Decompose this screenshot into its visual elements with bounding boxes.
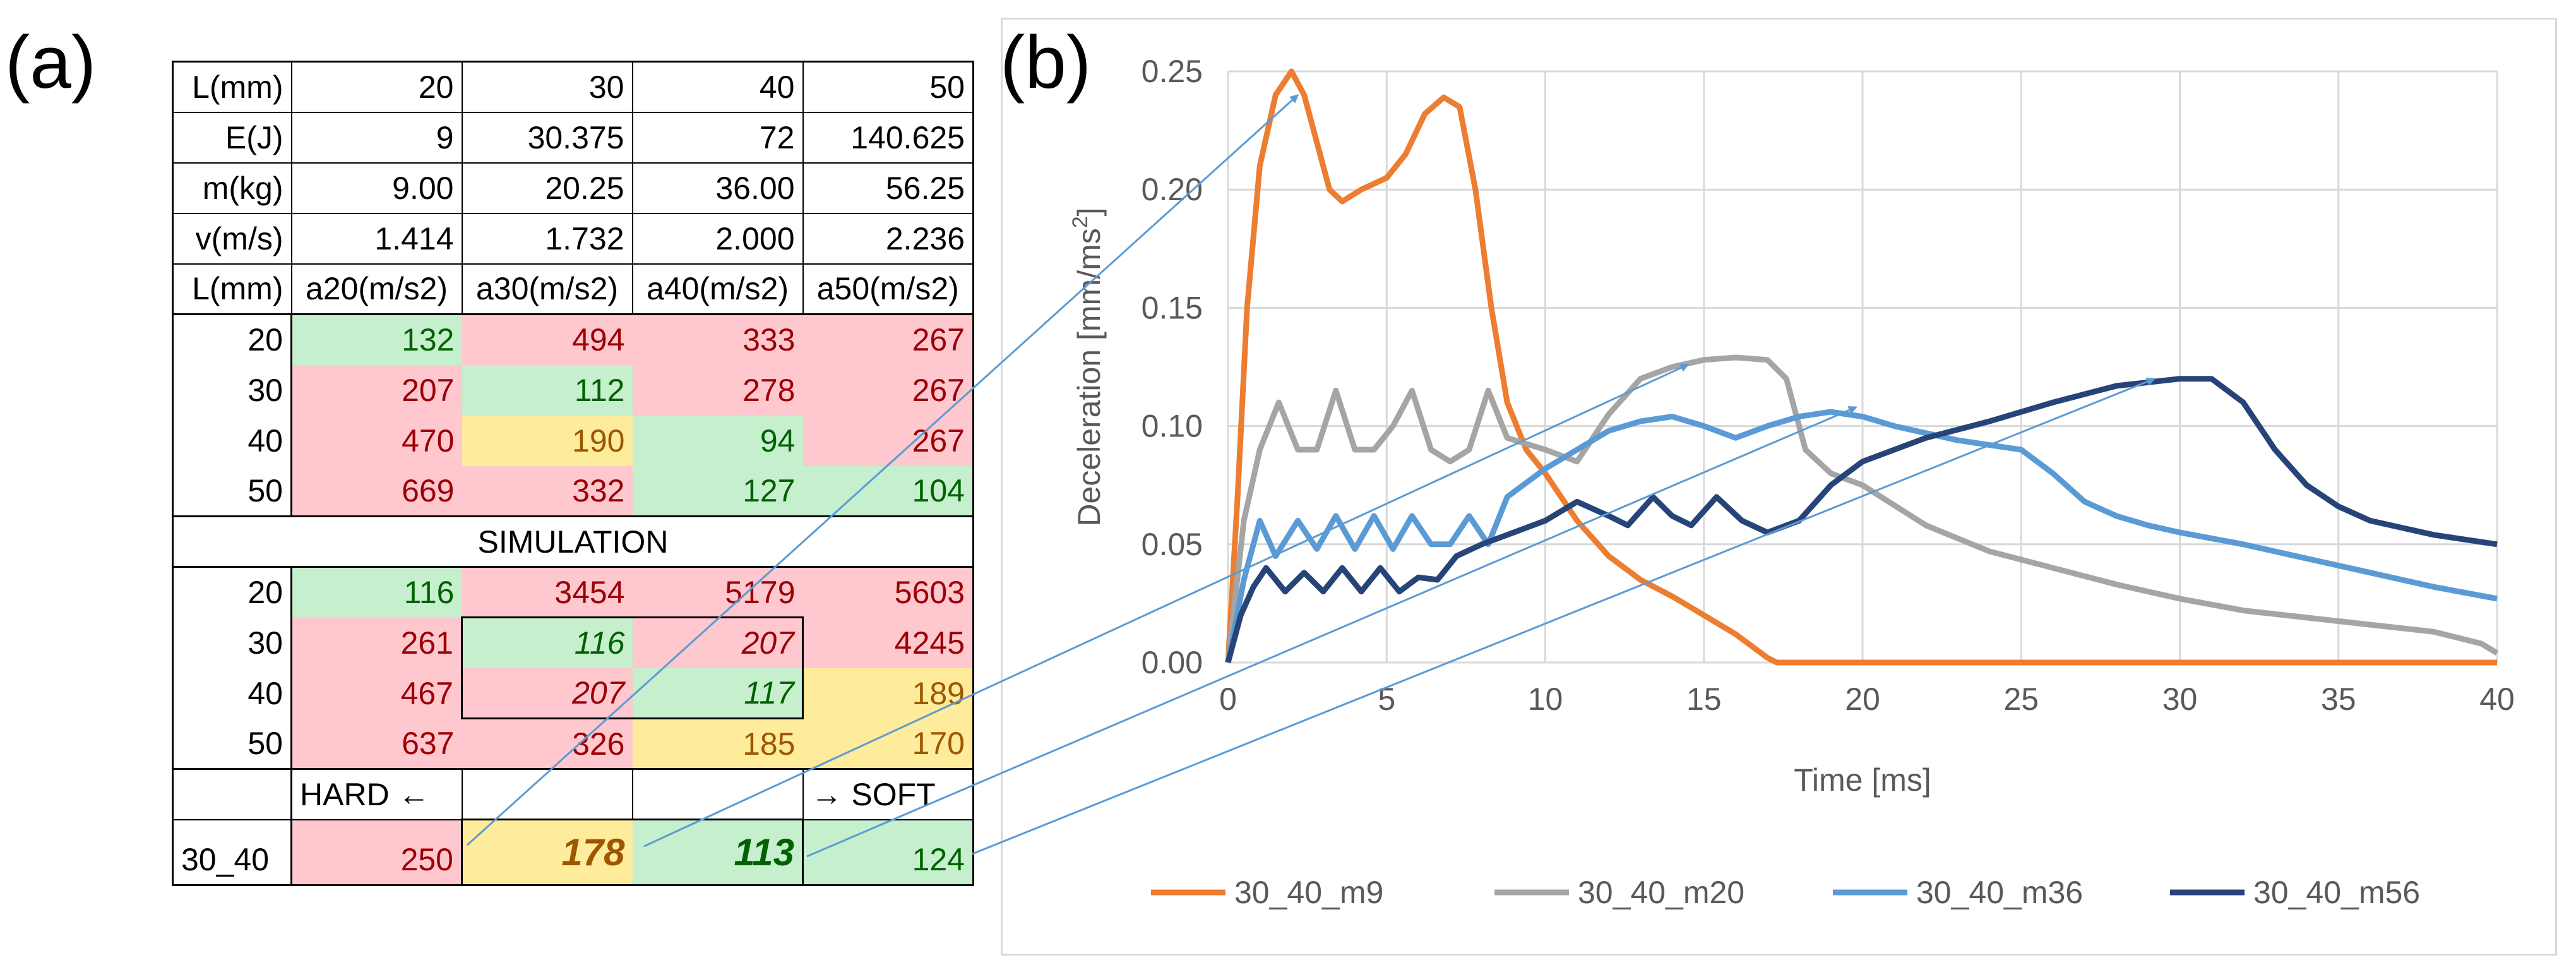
table-cell: 261 <box>291 617 462 668</box>
y-tick-label: 0.00 <box>1142 645 1203 680</box>
table-cell: 467 <box>291 668 462 719</box>
y-tick-label: 0.15 <box>1142 290 1203 325</box>
row-label: E(J) <box>172 112 292 164</box>
legend-label: 30_40_m56 <box>2253 875 2420 910</box>
hard-label: HARD ← <box>291 769 463 820</box>
table-cell-highlight: 113 <box>632 819 804 886</box>
x-tick-label: 0 <box>1219 681 1237 717</box>
panel-label-b: (b) <box>1000 21 1092 104</box>
table-cell: a20(m/s2) <box>291 263 463 315</box>
x-tick-label: 25 <box>2003 681 2039 717</box>
row-label: 40 <box>172 668 292 719</box>
row-label: m(kg) <box>172 162 292 214</box>
legend-label: 30_40_m20 <box>1578 875 1744 910</box>
y-tick-label: 0.20 <box>1142 172 1203 207</box>
table-cell: 207 <box>291 364 462 416</box>
y-tick-label: 0.10 <box>1142 409 1203 444</box>
row-label: 20 <box>172 566 292 618</box>
panel-label-a: (a) <box>5 21 97 104</box>
table-cell: 637 <box>291 718 462 770</box>
row-label-empty <box>172 769 292 820</box>
table-cell: 9.00 <box>291 162 463 214</box>
row-label: 20 <box>172 314 292 365</box>
x-tick-label: 20 <box>1845 681 1880 717</box>
table-cell: 470 <box>291 415 462 466</box>
x-tick-label: 5 <box>1378 681 1395 717</box>
row-label: 40 <box>172 415 292 466</box>
table-cell: 116 <box>291 566 462 618</box>
row-label: 30 <box>172 617 292 668</box>
result-row: 30_40 250 178 113 124 <box>172 819 974 886</box>
x-tick-label: 40 <box>2479 681 2515 717</box>
row-label: 50 <box>172 465 292 517</box>
table-cell: 1.414 <box>291 213 463 265</box>
table-cell: 250 <box>291 819 462 886</box>
x-tick-label: 10 <box>1528 681 1563 717</box>
table-cell: 132 <box>291 314 462 365</box>
x-axis-label: Time [ms] <box>1794 762 1931 798</box>
row-label: v(m/s) <box>172 213 292 265</box>
x-tick-label: 35 <box>2321 681 2356 717</box>
row-label: 50 <box>172 718 292 770</box>
y-tick-label: 0.05 <box>1142 527 1203 562</box>
y-axis-label: Deceleration [mm/ms2] <box>1068 207 1107 526</box>
x-tick-label: 15 <box>1686 681 1722 717</box>
x-tick-label: 30 <box>2162 681 2198 717</box>
table-cell: 20 <box>291 61 463 113</box>
legend-label: 30_40_m9 <box>1234 875 1383 910</box>
table-cell: 669 <box>291 465 462 517</box>
table-cell: 9 <box>291 112 463 164</box>
row-label: L(mm) <box>172 61 292 113</box>
legend-label: 30_40_m36 <box>1916 875 2083 910</box>
row-label: 30 <box>172 364 292 416</box>
y-tick-label: 0.25 <box>1142 54 1203 89</box>
row-label: L(mm) <box>172 263 292 315</box>
row-label: 30_40 <box>172 819 292 886</box>
